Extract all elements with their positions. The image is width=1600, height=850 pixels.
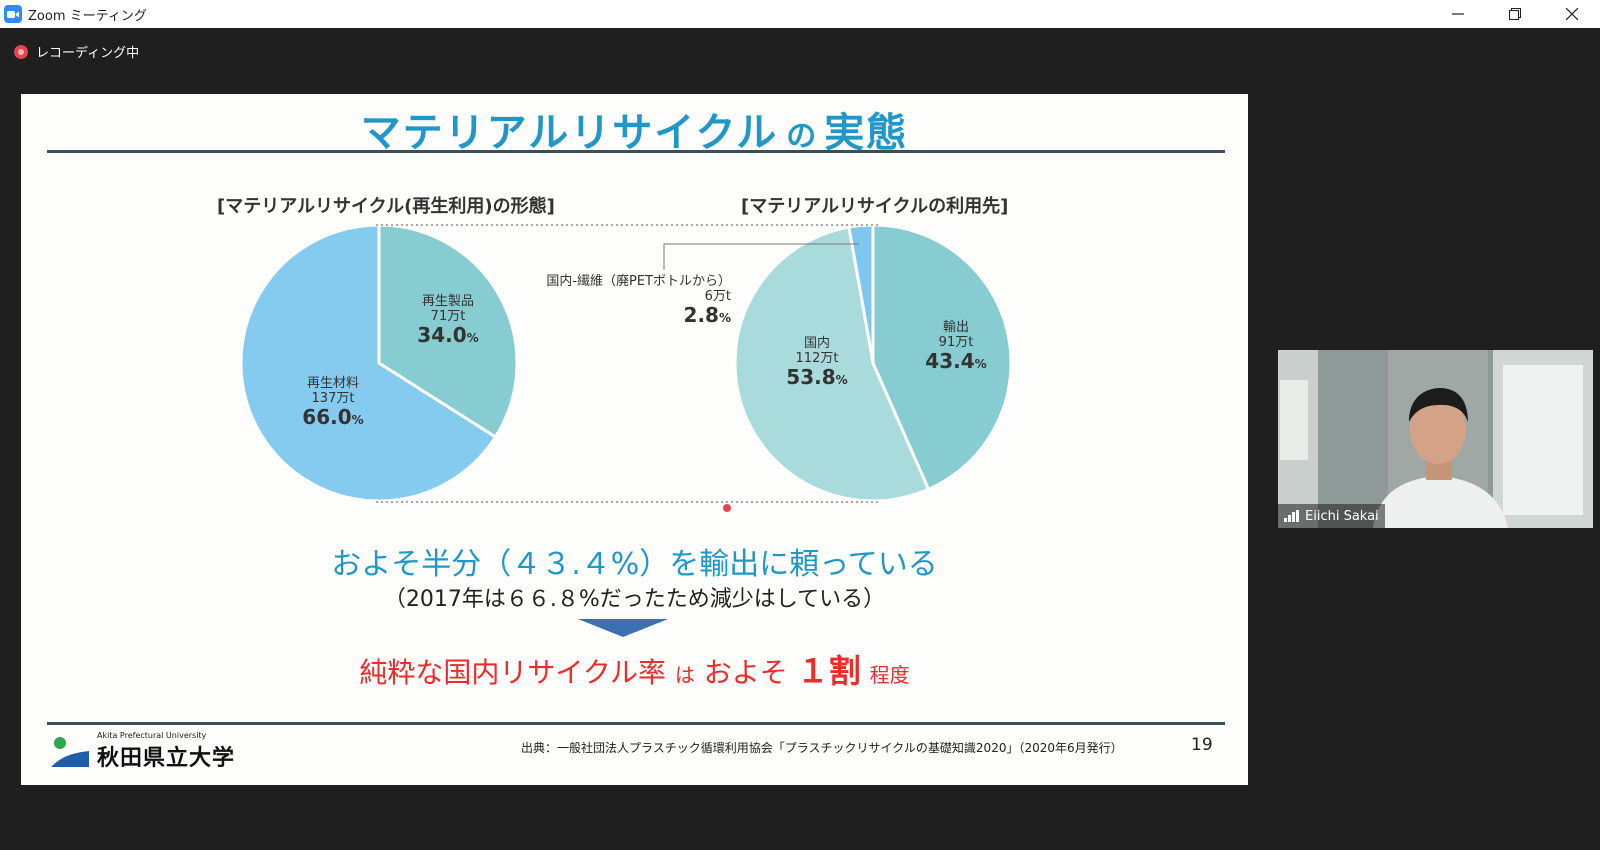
pie-slice: [239, 223, 498, 503]
pointer-cursor: [723, 504, 731, 512]
pie-slice: [733, 225, 931, 503]
left-pie-heading: [マテリアルリサイクル(再生利用)の形態]: [217, 196, 555, 217]
restore-button[interactable]: [1486, 0, 1543, 28]
pie-label-domestic: 国内 112万t 53.8%: [786, 336, 848, 389]
close-button[interactable]: [1543, 0, 1600, 28]
restore-icon: [1508, 8, 1521, 20]
key-message: およそ半分（４３.４%）を輸出に頼っている: [331, 547, 938, 582]
slide-title-connector: の: [786, 119, 817, 154]
participant-video-feed: [1278, 350, 1593, 528]
right-pie-heading: [マテリアルリサイクルの利用先]: [741, 196, 1009, 217]
pie-label-recycled-product: 再生製品 71万t 34.0%: [417, 294, 479, 347]
close-icon: [1565, 8, 1578, 20]
window-titlebar: Zoom ミーティング: [0, 0, 1600, 28]
university-emblem-icon: [51, 737, 89, 767]
slide-title-end: 実態: [824, 110, 909, 156]
sub-message: （2017年は６６.８%だったため減少はしている）: [383, 587, 886, 612]
pie-label-recycled-material: 再生材料 137万t 66.0%: [302, 376, 364, 429]
slide-title-main: マテリアルリサイクル: [360, 110, 779, 156]
source-citation: 出典：一般社団法人プラスチック循環利用協会「プラスチックリサイクルの基礎知識20…: [521, 741, 1123, 755]
recording-label: レコーディング中: [36, 46, 140, 61]
window-title: Zoom ミーティング: [28, 8, 147, 24]
slide-page-number: 19: [1191, 735, 1213, 755]
slide-title: マテリアルリサイクルの実態: [21, 100, 1248, 158]
signal-strength-icon: [1284, 510, 1299, 522]
participant-name-tag: Eiichi Sakai: [1278, 504, 1385, 528]
title-divider: [47, 150, 1225, 153]
participant-name: Eiichi Sakai: [1305, 508, 1379, 524]
university-logo: Akita Prefectural University 秋田県立大学: [49, 731, 249, 771]
conclusion-message: 純粋な国内リサイクル率 は およそ １割 程度: [359, 652, 910, 690]
down-arrow-icon: [578, 619, 668, 637]
shared-slide: マテリアルリサイクルの実態 [マテリアルリサイクル(再生利用)の形態] [マテリ…: [21, 94, 1248, 785]
pie-charts: [239, 223, 1013, 512]
participant-video-tile[interactable]: Eiichi Sakai: [1278, 350, 1593, 528]
pie-slice: [871, 223, 1013, 492]
footer-divider: [47, 722, 1225, 725]
pie-label-export: 輸出 91万t 43.4%: [925, 320, 987, 373]
minimize-icon: [1451, 13, 1464, 15]
recording-dot-icon: [14, 44, 28, 59]
recording-indicator[interactable]: レコーディング中: [14, 42, 139, 61]
pie-slice: [377, 223, 519, 440]
zoom-app-icon: [4, 5, 22, 23]
pie-label-domestic-fiber: 国内-繊維（廃PETボトルから） 6万t 2.8%: [546, 274, 731, 327]
minimize-button[interactable]: [1429, 0, 1486, 28]
